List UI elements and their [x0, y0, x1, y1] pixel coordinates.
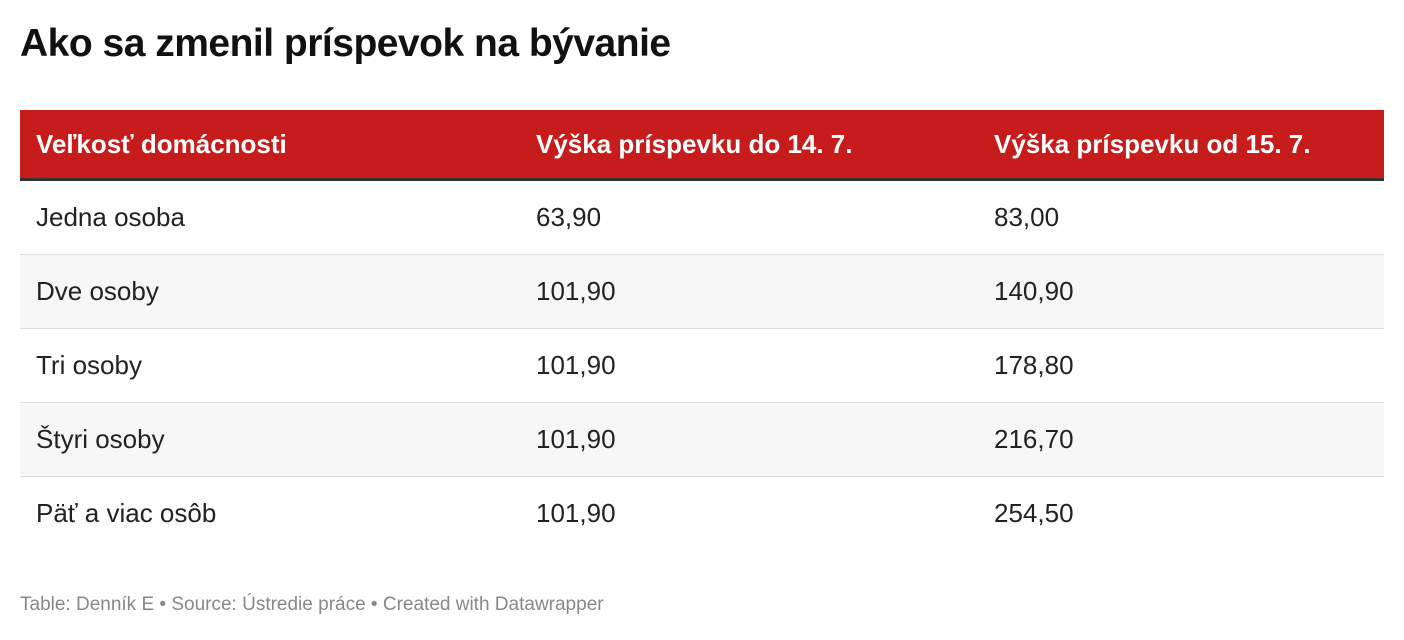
row: Dve osoby 101,90 140,90 — [20, 254, 1384, 329]
cell: 101,90 — [520, 254, 978, 329]
header-cell: Výška príspevku od 15. 7. — [978, 110, 1384, 181]
cell: 216,70 — [978, 402, 1384, 477]
cell: Štyri osoby — [20, 402, 520, 477]
footer: Table: Denník E • Source: Ústredie práce… — [20, 594, 604, 615]
table-body: Jedna osoba 63,90 83,00 Dve osoby 101,90 140,… — [20, 179, 1384, 551]
cell: 101,90 — [520, 328, 978, 403]
header-row: Veľkosť domácnosti Výška príspevku do 14.… — [20, 110, 1384, 181]
cell: 254,50 — [994, 498, 1074, 528]
row: Jedna osoba 63,90 83,00 — [20, 179, 1384, 255]
cell: 101,90 — [520, 402, 978, 477]
cell: Jedna osoba — [20, 179, 520, 255]
cell: 178,80 — [978, 328, 1384, 403]
row: Štyri osoby 101,90 216,70 — [20, 402, 1384, 477]
row: Tri osoby 101,90 178,80 — [20, 328, 1384, 403]
cell: Päť a viac osôb — [36, 498, 217, 528]
cell: 140,90 — [978, 254, 1384, 329]
cell: Dve osoby — [20, 254, 520, 329]
cell: 63,90 — [520, 179, 978, 255]
header-cell: Výška príspevku do 14. 7. — [520, 110, 978, 181]
row: Päť a viac osôb 101,90 254,50 — [20, 477, 1384, 551]
title: Ako sa zmenil príspevok na bývanie — [20, 22, 671, 65]
cell: Tri osoby — [20, 328, 520, 403]
table: Veľkosť domácnosti Výška príspevku do 14.… — [20, 110, 1384, 550]
header-cell: Veľkosť domácnosti — [20, 110, 520, 181]
cell: 83,00 — [978, 179, 1384, 255]
cell: 101,90 — [536, 498, 616, 528]
